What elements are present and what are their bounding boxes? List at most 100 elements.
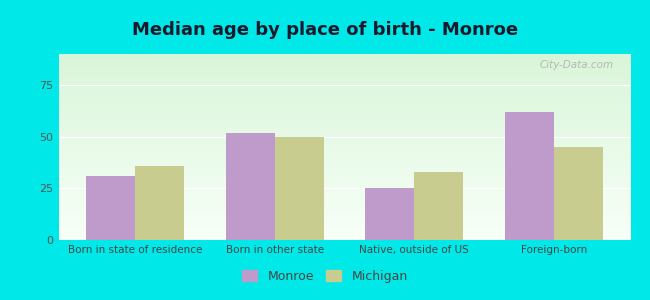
Bar <box>58 62 630 63</box>
Bar <box>58 147 630 148</box>
Bar <box>58 85 630 86</box>
Bar <box>58 125 630 126</box>
Bar <box>58 228 630 229</box>
Bar <box>58 175 630 176</box>
Bar <box>58 86 630 88</box>
Bar <box>58 205 630 206</box>
Bar <box>58 206 630 208</box>
Bar <box>135 166 184 240</box>
Bar <box>58 65 630 66</box>
Bar <box>58 177 630 178</box>
Bar <box>58 238 630 239</box>
Bar <box>58 158 630 159</box>
Bar <box>58 112 630 113</box>
Bar <box>58 237 630 238</box>
Bar <box>58 78 630 79</box>
Bar <box>58 211 630 212</box>
Bar <box>58 111 630 112</box>
Bar <box>58 82 630 83</box>
Bar <box>58 127 630 128</box>
Bar <box>58 214 630 215</box>
Bar <box>58 68 630 69</box>
Bar <box>58 74 630 75</box>
Bar <box>58 192 630 193</box>
Bar <box>58 141 630 142</box>
Bar <box>58 218 630 219</box>
Bar <box>58 213 630 214</box>
Bar <box>58 57 630 58</box>
Bar <box>58 107 630 108</box>
Bar <box>58 224 630 225</box>
Bar <box>58 222 630 223</box>
Bar <box>58 200 630 201</box>
Bar <box>58 106 630 107</box>
Bar <box>58 58 630 60</box>
Bar <box>58 149 630 150</box>
Bar <box>414 172 463 240</box>
Bar <box>58 129 630 130</box>
Bar <box>58 164 630 165</box>
Bar <box>58 93 630 94</box>
Bar <box>58 121 630 122</box>
Bar <box>365 188 414 240</box>
Bar <box>58 208 630 209</box>
Bar <box>58 90 630 91</box>
Bar <box>58 159 630 160</box>
Bar <box>58 72 630 73</box>
Bar <box>58 100 630 101</box>
Bar <box>58 73 630 74</box>
Bar <box>58 130 630 131</box>
Bar <box>58 161 630 162</box>
Bar <box>58 169 630 170</box>
Bar <box>58 61 630 62</box>
Bar <box>58 135 630 136</box>
Bar <box>58 79 630 80</box>
Bar <box>58 162 630 163</box>
Bar <box>58 172 630 173</box>
Bar <box>58 98 630 99</box>
Bar <box>58 142 630 143</box>
Bar <box>58 197 630 198</box>
Bar <box>58 171 630 172</box>
Bar <box>58 154 630 155</box>
Bar <box>58 88 630 89</box>
Bar <box>58 191 630 192</box>
Bar <box>58 157 630 158</box>
Bar <box>58 209 630 210</box>
Bar <box>58 71 630 72</box>
Bar <box>58 97 630 98</box>
Bar <box>58 185 630 186</box>
Bar <box>58 151 630 152</box>
Bar <box>58 122 630 123</box>
Bar <box>58 187 630 188</box>
Bar <box>58 145 630 146</box>
Bar <box>58 113 630 114</box>
Bar <box>58 77 630 78</box>
Bar <box>554 147 603 240</box>
Bar <box>58 236 630 237</box>
Legend: Monroe, Michigan: Monroe, Michigan <box>237 265 413 288</box>
Bar <box>58 155 630 156</box>
Bar <box>58 124 630 125</box>
Bar <box>58 194 630 195</box>
Bar <box>58 179 630 181</box>
Bar <box>58 104 630 105</box>
Bar <box>58 140 630 141</box>
Bar <box>58 223 630 224</box>
Bar <box>58 178 630 179</box>
Bar <box>58 202 630 203</box>
Bar <box>275 137 324 240</box>
Bar <box>58 101 630 102</box>
Bar <box>58 195 630 196</box>
Bar <box>58 139 630 140</box>
Bar <box>58 56 630 57</box>
Bar <box>58 225 630 226</box>
Bar <box>58 89 630 90</box>
Bar <box>58 117 630 118</box>
Bar <box>58 81 630 82</box>
Bar <box>58 150 630 151</box>
Bar <box>58 204 630 205</box>
Bar <box>58 96 630 97</box>
Bar <box>226 133 275 240</box>
Bar <box>58 152 630 153</box>
